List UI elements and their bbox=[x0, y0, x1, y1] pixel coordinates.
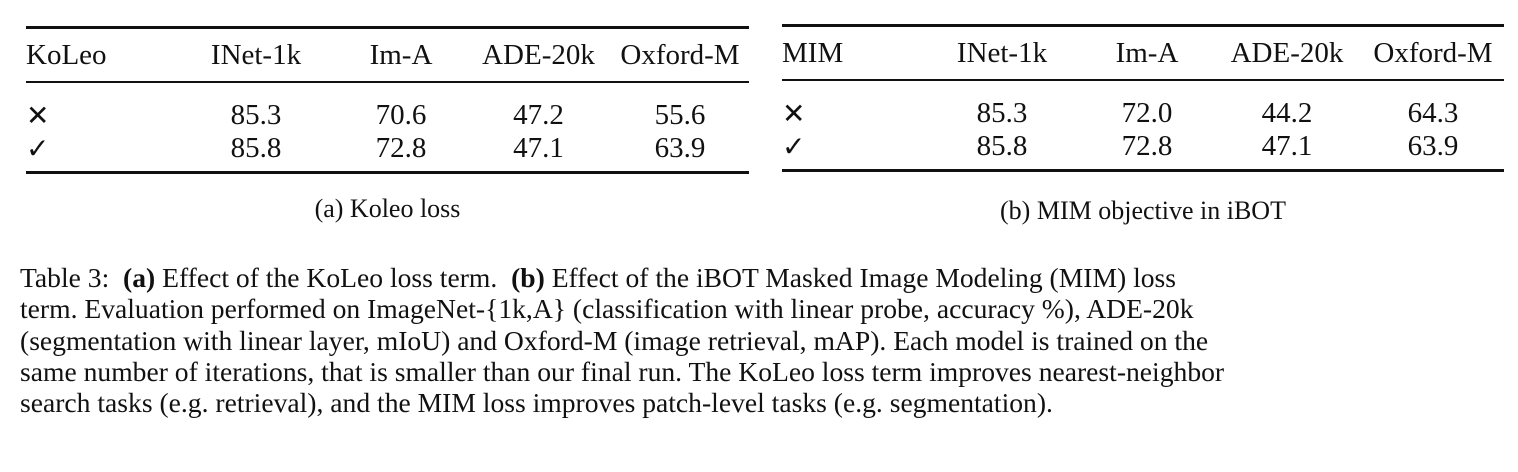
col-header: Im-A bbox=[1115, 36, 1179, 69]
caption-tag-b: (b) bbox=[511, 262, 545, 293]
top-rule bbox=[782, 24, 1504, 27]
check-icon: ✓ bbox=[26, 132, 50, 165]
caption-tag-a: (a) bbox=[123, 262, 156, 293]
caption-text-a: Effect of the KoLeo loss term. bbox=[155, 262, 505, 293]
table-cell: 70.6 bbox=[375, 99, 427, 131]
top-rule bbox=[26, 26, 749, 29]
table-row: ✕ 85.3 72.0 44.2 64.3 bbox=[782, 81, 1504, 130]
subtable-caption-b: (b) MIM objective in iBOT bbox=[1000, 196, 1286, 225]
table-cell: 63.9 bbox=[1407, 130, 1459, 162]
table-row: ✓ 85.8 72.8 47.1 63.9 bbox=[782, 130, 1504, 169]
table-cell: 72.0 bbox=[1121, 97, 1173, 129]
col-header: INet-1k bbox=[956, 36, 1048, 69]
table-caption: Table 3: (a) Effect of the KoLeo loss te… bbox=[20, 262, 1518, 418]
table-cell: 64.3 bbox=[1407, 97, 1459, 129]
subtable-mim: MIM INet-1k Im-A ADE-20k Oxford-M ✕ 85.3… bbox=[782, 24, 1504, 172]
table-cell: 85.8 bbox=[230, 132, 282, 164]
col-header: MIM bbox=[782, 36, 844, 69]
col-header: ADE-20k bbox=[1230, 36, 1344, 69]
table-cell: 47.1 bbox=[1261, 130, 1313, 162]
check-icon: ✓ bbox=[782, 130, 806, 163]
table-cell: 44.2 bbox=[1261, 97, 1313, 129]
table-cell: 55.6 bbox=[654, 99, 706, 131]
subtable-caption-a: (a) Koleo loss bbox=[314, 194, 461, 223]
table-cell: 85.3 bbox=[230, 99, 282, 131]
col-header: KoLeo bbox=[26, 38, 107, 71]
col-header: Oxford-M bbox=[620, 38, 740, 71]
header-row: KoLeo INet-1k Im-A ADE-20k Oxford-M bbox=[26, 29, 749, 82]
caption-line-1: Table 3: (a) Effect of the KoLeo loss te… bbox=[20, 262, 1518, 293]
table-cell: 72.8 bbox=[1121, 130, 1173, 162]
table-cell: 72.8 bbox=[375, 132, 427, 164]
bottom-rule bbox=[26, 171, 749, 174]
subtable-koleo: KoLeo INet-1k Im-A ADE-20k Oxford-M ✕ 85… bbox=[26, 26, 749, 174]
cross-icon: ✕ bbox=[782, 97, 806, 130]
table-cell: 47.1 bbox=[513, 132, 564, 164]
table-row: ✕ 85.3 70.6 47.2 55.6 bbox=[26, 83, 749, 132]
caption-label: Table 3: bbox=[20, 262, 110, 293]
cross-icon: ✕ bbox=[26, 99, 50, 132]
table-cell: 85.3 bbox=[976, 97, 1028, 129]
mim-table: MIM INet-1k Im-A ADE-20k Oxford-M ✕ 85.3… bbox=[782, 27, 1504, 169]
table-cell: 85.8 bbox=[976, 130, 1028, 162]
table-cell: 47.2 bbox=[513, 99, 564, 131]
caption-line-4: same number of iterations, that is small… bbox=[20, 355, 1225, 387]
caption-line-2: term. Evaluation performed on ImageNet-{… bbox=[20, 293, 1194, 325]
caption-line-5: search tasks (e.g. retrieval), and the M… bbox=[20, 387, 1053, 419]
caption-line-3: (segmentation with linear layer, mIoU) a… bbox=[20, 324, 1209, 356]
col-header: Im-A bbox=[369, 38, 433, 71]
bottom-rule bbox=[782, 169, 1504, 172]
table-cell: 63.9 bbox=[654, 132, 706, 164]
col-header: INet-1k bbox=[210, 38, 302, 71]
caption-text-b: Effect of the iBOT Masked Image Modeling… bbox=[544, 262, 1177, 293]
col-header: Oxford-M bbox=[1373, 36, 1493, 69]
header-row: MIM INet-1k Im-A ADE-20k Oxford-M bbox=[782, 27, 1504, 80]
table-row: ✓ 85.8 72.8 47.1 63.9 bbox=[26, 132, 749, 171]
col-header: ADE-20k bbox=[482, 38, 595, 71]
koleo-table: KoLeo INet-1k Im-A ADE-20k Oxford-M ✕ 85… bbox=[26, 29, 749, 171]
